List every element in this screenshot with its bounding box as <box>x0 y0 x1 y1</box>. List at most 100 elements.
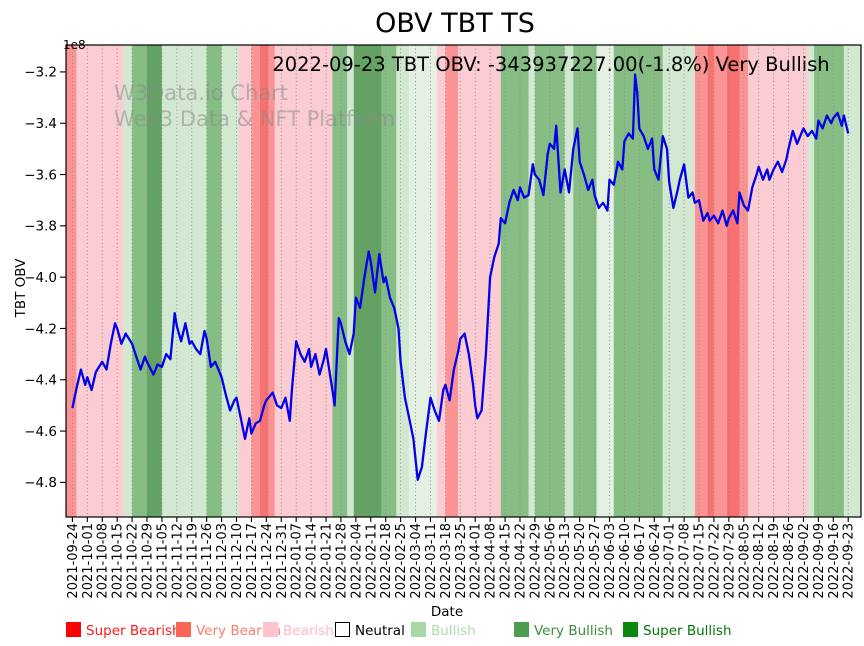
sentiment-band-bearish <box>458 45 501 517</box>
x-tick-label: 2021-10-01 <box>81 523 96 599</box>
y-tick-label: −4.0 <box>24 270 57 286</box>
x-tick-label: 2022-08-19 <box>767 523 782 599</box>
legend-label-super-bearish: Super Bearish <box>86 623 181 639</box>
x-tick-label: 2022-04-29 <box>528 523 543 599</box>
x-tick-label: 2022-05-06 <box>543 523 558 599</box>
obv-line <box>71 73 850 481</box>
x-tick-label: 2022-09-02 <box>797 523 812 599</box>
x-tick-label: 2022-03-25 <box>454 523 469 599</box>
sentiment-band-bearish <box>76 45 124 517</box>
sentiment-band-bullish <box>347 45 354 517</box>
legend-swatch-super-bullish <box>623 622 638 637</box>
sentiment-legend: Super Bearish Very Bearish Bearish Neutral B… <box>0 620 864 640</box>
y-axis-offset-label: 1e8 <box>63 38 86 52</box>
y-tick-label: −3.4 <box>24 116 57 132</box>
x-tick-label: 2021-12-24 <box>260 523 275 599</box>
sentiment-band-very_bullish <box>500 45 529 517</box>
x-tick-label: 2021-09-24 <box>66 523 81 599</box>
x-tick-label: 2022-08-05 <box>737 523 752 599</box>
x-tick-label: 2022-05-20 <box>573 523 588 599</box>
sentiment-band-super_bearish <box>726 45 740 517</box>
legend-label-very-bearish: Very Bearish <box>196 623 282 639</box>
x-tick-label: 2021-12-17 <box>245 523 260 599</box>
legend-swatch-very-bullish <box>514 622 529 637</box>
sentiment-band-bearish <box>748 45 808 517</box>
x-tick-label: 2021-10-29 <box>140 523 155 599</box>
sentiment-band-very_bearish <box>739 45 749 517</box>
x-tick-label: 2022-02-11 <box>364 523 379 599</box>
y-tick-label: −4.2 <box>24 321 57 337</box>
legend-swatch-neutral <box>335 622 350 637</box>
y-tick-label: −4.8 <box>24 475 57 491</box>
sentiment-band-bullish <box>396 45 410 517</box>
x-tick-label: 2022-02-18 <box>379 523 394 599</box>
x-tick-label: 2021-11-12 <box>170 523 185 599</box>
sentiment-band-very_bearish <box>268 45 275 517</box>
x-tick-label: 2021-12-03 <box>215 523 230 599</box>
x-tick-label: 2022-05-13 <box>558 523 573 599</box>
legend-item-super-bullish: Super Bullish <box>623 620 732 639</box>
legend-swatch-very-bearish <box>176 622 191 637</box>
sentiment-band-bullish_pale <box>596 45 614 517</box>
x-tick-label: 2022-07-01 <box>663 523 678 599</box>
legend-label-neutral: Neutral <box>355 623 405 639</box>
sentiment-band-bullish <box>123 45 133 517</box>
sentiment-band-very_bearish <box>694 45 708 517</box>
watermark: W3Data.io Chart Web3 Data & NFT Platform <box>114 80 395 132</box>
sentiment-band-very_bullish <box>332 45 348 517</box>
x-tick-label: 2021-12-10 <box>230 523 245 599</box>
sentiment-band-very_bearish <box>713 45 727 517</box>
sentiment-band-super_bearish <box>259 45 269 517</box>
x-tick-label: 2022-04-22 <box>513 523 528 599</box>
x-tick-label: 2022-07-15 <box>693 523 708 599</box>
x-tick-label: 2022-08-26 <box>782 523 797 599</box>
x-tick-label: 2022-02-04 <box>349 523 364 599</box>
chart-title: OBV TBT TS <box>375 8 535 39</box>
sentiment-band-very_bullish <box>381 45 397 517</box>
x-tick-label: 2022-03-11 <box>424 523 439 599</box>
sentiment-band-very_bullish <box>206 45 222 517</box>
legend-item-very-bullish: Very Bullish <box>514 620 613 639</box>
x-tick-label: 2022-08-12 <box>752 523 767 599</box>
sentiment-band-bullish <box>843 45 861 517</box>
x-tick-label: 2022-06-10 <box>618 523 633 599</box>
x-tick-label: 2022-09-09 <box>812 523 827 599</box>
x-tick-label: 2021-12-31 <box>275 523 290 599</box>
legend-swatch-bullish <box>411 622 426 637</box>
legend-label-bearish: Bearish <box>283 623 334 639</box>
x-tick-label: 2022-05-27 <box>588 523 603 599</box>
y-axis-label: TBT OBV <box>13 258 29 318</box>
sentiment-band-bearish <box>238 45 252 517</box>
x-tick-label: 2022-02-25 <box>394 523 409 599</box>
x-tick-label: 2022-06-24 <box>648 523 663 599</box>
sentiment-band-bullish <box>564 45 574 517</box>
latest-reading-annotation: 2022-09-23 TBT OBV: -343937227.00(-1.8%)… <box>272 53 830 76</box>
x-tick-label: 2022-01-14 <box>305 523 320 599</box>
sentiment-band-very_bullish <box>573 45 597 517</box>
sentiment-band-super_bearish <box>707 45 714 517</box>
y-tick-label: −4.4 <box>24 373 57 389</box>
y-tick-label: −3.2 <box>24 65 57 81</box>
x-tick-label: 2022-06-17 <box>633 523 648 599</box>
x-tick-label: 2022-07-22 <box>707 523 722 599</box>
sentiment-band-bullish <box>807 45 815 517</box>
sentiment-band-very_bearish <box>445 45 459 517</box>
y-tick-label: −4.6 <box>24 424 57 440</box>
x-tick-label: 2021-11-05 <box>155 523 170 599</box>
sentiment-band-bullish <box>662 45 695 517</box>
legend-item-bearish: Bearish <box>263 620 334 639</box>
legend-item-super-bearish: Super Bearish <box>66 620 181 639</box>
legend-item-very-bearish: Very Bearish <box>176 620 282 639</box>
x-tick-label: 2022-07-29 <box>722 523 737 599</box>
sentiment-band-bearish <box>274 45 333 517</box>
x-axis-label: Date <box>430 604 464 620</box>
sentiment-band-very_bullish <box>132 45 147 517</box>
x-tick-label: 2022-01-21 <box>320 523 335 599</box>
x-tick-label: 2022-04-01 <box>469 523 484 599</box>
x-tick-label: 2022-04-08 <box>484 523 499 599</box>
x-tick-label: 2022-09-23 <box>842 523 857 599</box>
legend-label-super-bullish: Super Bullish <box>643 623 732 639</box>
sentiment-band-very_bullish <box>534 45 565 517</box>
sentiment-band-very_bearish <box>251 45 260 517</box>
